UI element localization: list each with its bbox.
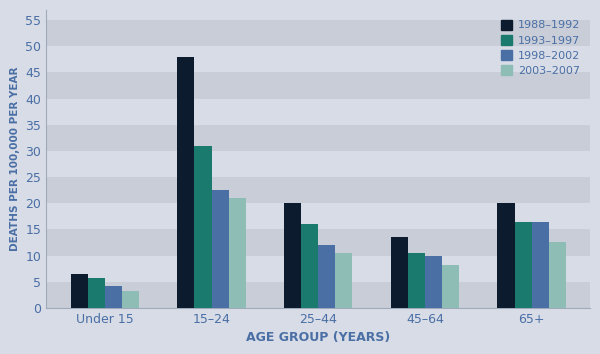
Bar — [284, 203, 301, 308]
Bar — [212, 190, 229, 308]
Bar — [122, 291, 139, 308]
Bar — [46, 46, 590, 73]
Bar — [105, 286, 122, 308]
Bar — [46, 229, 590, 256]
Bar — [442, 265, 459, 308]
Bar — [301, 224, 318, 308]
Bar — [71, 274, 88, 308]
Bar — [46, 256, 590, 282]
Bar — [532, 222, 548, 308]
Bar — [229, 198, 245, 308]
Bar — [425, 256, 442, 308]
Bar — [391, 237, 408, 308]
Bar — [88, 278, 105, 308]
Bar — [408, 253, 425, 308]
Bar — [548, 242, 566, 308]
Bar — [46, 177, 590, 203]
Bar — [46, 151, 590, 177]
Bar — [46, 203, 590, 229]
Bar — [515, 222, 532, 308]
Bar — [46, 99, 590, 125]
Bar — [46, 20, 590, 46]
Bar — [46, 73, 590, 99]
X-axis label: AGE GROUP (YEARS): AGE GROUP (YEARS) — [246, 331, 391, 344]
Legend: 1988–1992, 1993–1997, 1998–2002, 2003–2007: 1988–1992, 1993–1997, 1998–2002, 2003–20… — [497, 15, 585, 81]
Bar — [46, 125, 590, 151]
Y-axis label: DEATHS PER 100,000 PER YEAR: DEATHS PER 100,000 PER YEAR — [10, 67, 20, 251]
Bar — [335, 253, 352, 308]
Bar — [46, 282, 590, 308]
Bar — [178, 57, 194, 308]
Bar — [194, 146, 212, 308]
Bar — [318, 245, 335, 308]
Bar — [497, 203, 515, 308]
